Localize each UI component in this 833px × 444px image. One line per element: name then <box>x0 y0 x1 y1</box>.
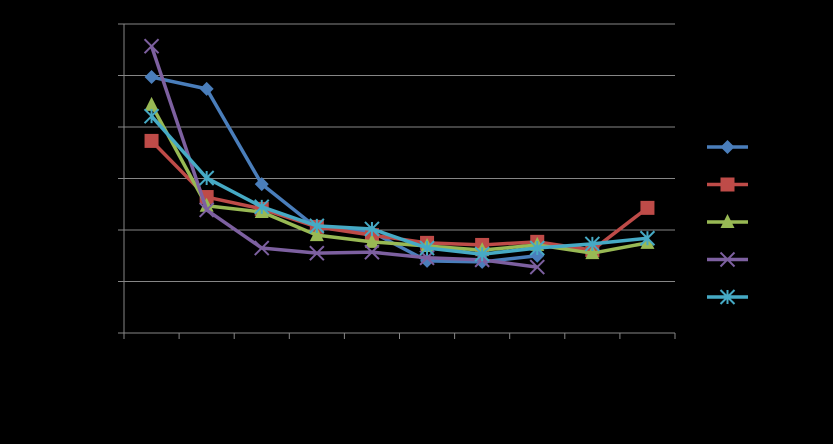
data-point <box>529 240 545 256</box>
legend-marker <box>720 177 735 192</box>
data-point <box>639 230 656 246</box>
data-point <box>529 259 545 275</box>
data-point <box>254 240 270 256</box>
data-point <box>198 170 215 186</box>
data-point <box>364 244 380 260</box>
legend-marker <box>719 251 736 268</box>
data-point <box>585 245 600 260</box>
data-point <box>198 202 215 218</box>
data-point <box>364 221 380 237</box>
series-line <box>149 45 538 269</box>
data-point <box>309 227 324 242</box>
data-point <box>143 38 160 54</box>
data-point <box>309 218 325 234</box>
data-point <box>419 240 435 256</box>
series-line <box>151 75 538 264</box>
data-point <box>199 81 214 96</box>
legend-marker <box>719 289 736 305</box>
data-point <box>254 177 269 192</box>
series-line <box>150 104 648 255</box>
data-point <box>143 108 160 124</box>
data-point <box>254 199 270 215</box>
data-point <box>364 233 379 248</box>
legend-marker <box>720 214 735 228</box>
legend-marker <box>720 140 735 154</box>
series-line <box>150 115 648 256</box>
data-point <box>584 236 601 252</box>
data-point <box>474 246 490 262</box>
data-point <box>309 245 325 261</box>
series-line <box>150 139 649 252</box>
data-point <box>144 70 159 85</box>
data-point <box>144 96 159 111</box>
data-point <box>144 133 159 148</box>
data-point <box>640 200 655 215</box>
